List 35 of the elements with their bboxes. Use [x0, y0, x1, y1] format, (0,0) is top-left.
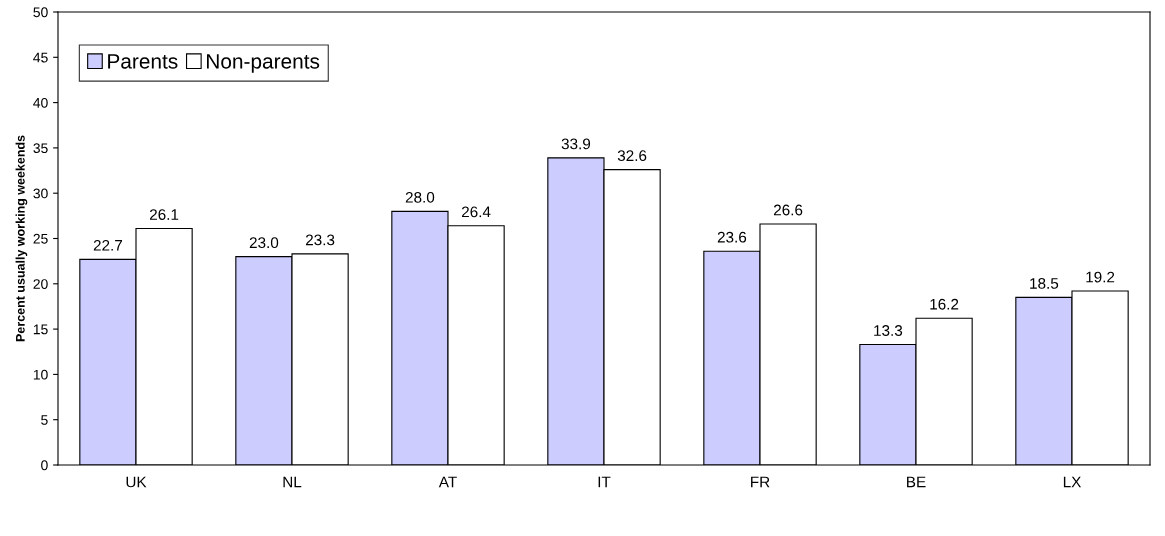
- y-tick-label: 30: [33, 188, 48, 199]
- x-tick-label: FR: [751, 476, 770, 488]
- y-tick-label: 25: [33, 233, 48, 244]
- data-label: 23.6: [717, 231, 747, 243]
- data-label: 26.1: [149, 209, 179, 220]
- y-tick-label: 20: [33, 279, 48, 289]
- x-tick-label: IT: [598, 476, 611, 488]
- data-label: 32.6: [617, 150, 647, 162]
- y-tick-label: 45: [33, 52, 48, 63]
- data-label: 13.3: [874, 325, 903, 336]
- y-tick-label: 5: [41, 415, 48, 425]
- data-label: 33.9: [561, 138, 591, 150]
- data-label: 23.0: [249, 237, 279, 249]
- data-label: 26.4: [461, 206, 491, 218]
- y-tick-label: 50: [33, 7, 48, 18]
- x-tick-label: AT: [438, 476, 457, 488]
- y-tick-label: 0: [41, 460, 48, 471]
- x-tick-label: LX: [1063, 476, 1082, 488]
- x-tick-label: UK: [126, 476, 147, 488]
- y-axis-title: Percent usually working weekends: [15, 135, 28, 342]
- y-tick-label: 40: [33, 97, 48, 108]
- legend-label: Parents: [108, 54, 178, 69]
- y-tick-label: 15: [33, 324, 48, 335]
- y-tick-label: 35: [33, 143, 48, 154]
- data-label: 23.3: [305, 234, 335, 246]
- data-label: 26.6: [773, 204, 803, 216]
- legend-label: Non-parents: [207, 54, 320, 73]
- x-tick-label: BE: [907, 476, 926, 488]
- data-label: 22.7: [93, 239, 123, 251]
- data-label: 28.0: [405, 191, 435, 203]
- data-label: 19.2: [1086, 271, 1115, 283]
- data-label: 18.5: [1030, 278, 1059, 289]
- data-label: 16.2: [930, 298, 959, 310]
- y-tick-label: 10: [33, 369, 48, 380]
- x-tick-label: NL: [283, 476, 302, 488]
